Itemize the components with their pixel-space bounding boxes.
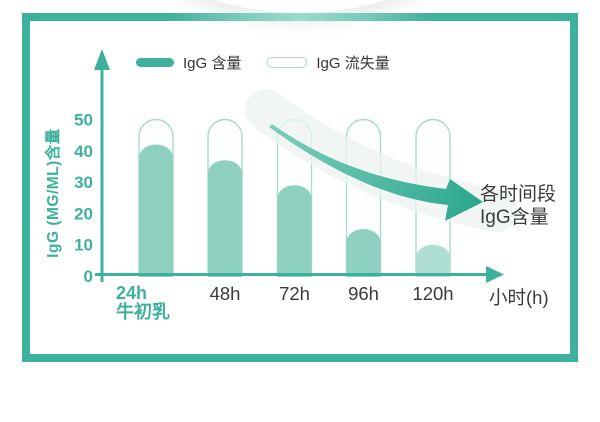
y-tick-label-20: 20: [74, 204, 93, 223]
category-label-24h: 24h 牛初乳: [116, 284, 170, 322]
chart-legend: IgG 含量 IgG 流失量: [136, 52, 390, 73]
annotation-text: 各时间段 IgG含量: [480, 183, 556, 229]
category-label-96h: 96h: [348, 283, 379, 304]
y-tick-label-10: 10: [74, 236, 93, 255]
annotation-line-2: IgG含量: [480, 207, 549, 228]
igg-fill-bar-72h: [277, 185, 312, 277]
x-axis-arrowhead: [486, 266, 504, 283]
igg-fill-bar-96h: [346, 229, 381, 277]
category-label-48h: 48h: [210, 283, 241, 304]
frame-border-right: [570, 13, 578, 362]
frame-border-top: [22, 13, 578, 21]
legend-swatch-outline: [267, 57, 308, 68]
frame-border-bottom: [22, 354, 578, 362]
frame-border-left: [22, 13, 30, 362]
igg-fill-bar-120h: [416, 244, 450, 277]
y-tick-label-40: 40: [74, 142, 93, 161]
x-axis-unit-label: 小时(h): [489, 287, 549, 308]
igg-fill-bar-48h: [208, 160, 242, 277]
annotation-line-1: 各时间段: [480, 184, 557, 205]
legend-label-igg-loss: IgG 流失量: [316, 55, 390, 72]
category-label-24h-line: 24h: [116, 283, 148, 303]
legend-swatch-filled: [136, 58, 174, 67]
legend-label-igg-content: IgG 含量: [183, 55, 242, 72]
y-tick-label-30: 30: [74, 173, 93, 192]
legend-item-igg-loss: IgG 流失量: [267, 52, 390, 73]
igg-fill-bar-24h: [139, 144, 173, 277]
y-axis-arrowhead: [94, 49, 110, 70]
legend-item-igg-content: IgG 含量: [136, 52, 241, 73]
y-tick-label-50: 50: [74, 111, 93, 130]
y-axis-title: IgG (MG/ML)含量: [45, 128, 62, 258]
category-sublabel-colostrum: 牛初乳: [116, 302, 170, 322]
y-tick-label-0: 0: [84, 267, 93, 286]
category-label-120h: 120h: [412, 283, 453, 304]
category-label-72h: 72h: [279, 283, 310, 304]
decline-arrow: [269, 124, 483, 221]
